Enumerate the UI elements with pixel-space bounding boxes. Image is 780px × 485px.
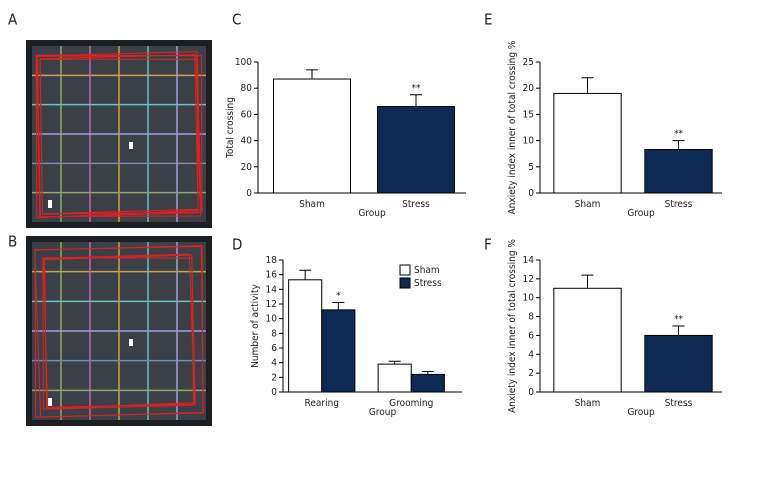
marker: [48, 200, 52, 208]
error-bar: [410, 94, 422, 107]
y-tick-label: 4: [271, 358, 277, 369]
x-axis-label: Group: [358, 208, 386, 219]
y-axis-label: Total crossing: [225, 97, 236, 159]
error-bar: [421, 370, 434, 375]
panel-label: D: [232, 236, 242, 254]
bar: [273, 78, 351, 194]
y-tick-label: 6: [271, 343, 277, 354]
y-tick-label: 6: [528, 330, 534, 341]
y-tick-label: 2: [528, 368, 534, 379]
marker: [48, 398, 52, 406]
panel-label: B: [8, 233, 17, 251]
significance: **: [674, 314, 683, 325]
x-tick-label: Stress: [665, 398, 693, 409]
panel-label: C: [232, 11, 241, 29]
y-tick-label: 15: [523, 109, 534, 120]
x-tick-label: Rearing: [305, 398, 339, 409]
y-tick-label: 8: [528, 312, 534, 323]
y-tick-label: 10: [523, 136, 535, 147]
y-tick-label: 0: [528, 188, 534, 199]
bar: [321, 309, 356, 393]
y-axis-label: Anxiety index inner of total crossing %: [507, 239, 518, 413]
marker: [129, 142, 133, 149]
bar: [553, 92, 622, 194]
x-tick-label: Sham: [575, 199, 601, 210]
error-bar: [672, 140, 685, 150]
y-tick-label: 18: [266, 255, 278, 266]
significance: *: [336, 291, 341, 302]
error-bar: [581, 77, 594, 94]
legend-swatch: [399, 277, 411, 289]
y-tick-label: 60: [241, 109, 253, 120]
y-tick-label: 12: [523, 274, 534, 285]
y-tick-label: 10: [266, 314, 278, 325]
y-tick-label: 0: [246, 188, 252, 199]
y-tick-label: 25: [523, 57, 534, 68]
bar: [644, 149, 713, 194]
y-tick-label: 16: [266, 270, 278, 281]
x-tick-label: Stress: [665, 199, 693, 210]
x-axis-label: Group: [627, 407, 655, 418]
legend-label: Sham: [414, 265, 440, 276]
x-axis-label: Group: [369, 407, 397, 418]
y-tick-label: 20: [523, 83, 535, 94]
y-tick-label: 0: [528, 387, 534, 398]
x-tick-label: Sham: [575, 398, 601, 409]
y-axis-label: Anxiety index inner of total crossing %: [507, 40, 518, 214]
y-tick-label: 0: [271, 387, 277, 398]
y-axis-label: Number of activity: [250, 283, 261, 367]
y-tick-label: 5: [528, 162, 534, 173]
panel-label: E: [484, 11, 493, 29]
error-bar: [388, 360, 401, 365]
x-tick-label: Sham: [299, 199, 325, 210]
panel-label: F: [484, 236, 492, 254]
bar: [377, 363, 412, 393]
y-tick-label: 12: [266, 299, 277, 310]
y-tick-label: 20: [241, 162, 253, 173]
bar: [288, 279, 323, 393]
error-bar: [581, 274, 594, 289]
y-tick-label: 4: [528, 349, 534, 360]
bar: [553, 287, 622, 393]
legend-swatch: [399, 264, 411, 276]
panel-label: A: [8, 11, 18, 29]
significance: **: [674, 129, 683, 140]
y-tick-label: 40: [241, 136, 253, 147]
y-tick-label: 100: [235, 57, 252, 68]
error-bar: [306, 69, 318, 80]
significance: **: [412, 83, 421, 94]
y-tick-label: 14: [266, 284, 278, 295]
error-bar: [299, 269, 312, 280]
y-tick-label: 8: [271, 328, 277, 339]
x-tick-label: Grooming: [389, 398, 433, 409]
y-tick-label: 14: [523, 255, 535, 266]
marker: [129, 339, 133, 346]
legend-label: Stress: [414, 278, 442, 289]
y-tick-label: 2: [271, 372, 277, 383]
bar: [377, 106, 455, 194]
error-bar: [332, 302, 345, 310]
bar: [410, 373, 445, 393]
y-tick-label: 10: [523, 293, 535, 304]
bar: [644, 334, 713, 393]
y-tick-label: 80: [241, 83, 253, 94]
error-bar: [672, 325, 685, 336]
x-axis-label: Group: [627, 208, 655, 219]
x-tick-label: Stress: [402, 199, 430, 210]
track: [34, 245, 204, 418]
track: [35, 51, 203, 219]
arena-photo: [26, 40, 212, 228]
arena-photo: [26, 236, 212, 426]
